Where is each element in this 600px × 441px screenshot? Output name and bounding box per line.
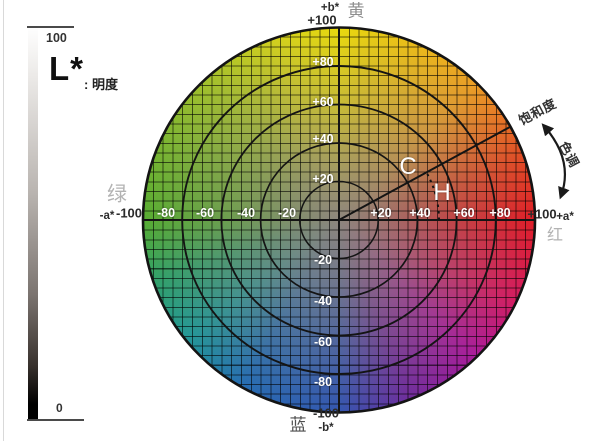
- h-tick-label: -40: [236, 206, 256, 220]
- left-edge-line: [3, 0, 4, 441]
- b-axis-pos-symbol: +b*: [320, 2, 340, 14]
- h-tick-label: +20: [370, 206, 392, 220]
- blue-word: 蓝: [289, 415, 307, 435]
- h-tick-label: +60: [453, 206, 475, 220]
- v-tick-label: -60: [313, 335, 333, 349]
- lightness-min-value: 0: [56, 401, 63, 415]
- hue-rotation-arrow: [541, 123, 570, 200]
- lightness-max-value: 100: [46, 31, 67, 45]
- lightness-scale-top-line: [27, 26, 74, 28]
- lightness-gradient-bar: [28, 28, 38, 420]
- b-axis-neg-symbol: -b*: [318, 422, 334, 434]
- lightness-scale-bottom-line: [27, 419, 84, 421]
- a-axis-neg-symbol: -a*: [99, 210, 115, 222]
- red-word: 红: [546, 227, 564, 244]
- v-tick-label: +20: [312, 172, 334, 186]
- b-axis-pos-value: +100: [307, 12, 337, 28]
- a-axis-pos-symbol: +a*: [556, 211, 574, 223]
- v-tick-label: -80: [313, 375, 333, 389]
- hue-angle-arc: [425, 172, 441, 221]
- lightness-name-label: : 明度: [84, 77, 118, 92]
- h-tick-label: -60: [195, 206, 215, 220]
- h-tick-label: -80: [156, 206, 176, 220]
- chroma-label: C: [399, 153, 417, 180]
- v-tick-label: -20: [313, 253, 333, 267]
- v-tick-label: +60: [312, 95, 334, 109]
- h-tick-label: +80: [489, 206, 511, 220]
- h-tick-label: +40: [409, 206, 431, 220]
- chroma-line: [338, 125, 511, 221]
- v-tick-label: +40: [312, 132, 334, 146]
- v-tick-label: -40: [313, 294, 333, 308]
- hue-label: H: [433, 179, 451, 206]
- a-axis-pos-value: +100: [527, 206, 557, 222]
- lightness-symbol: L*: [49, 50, 84, 87]
- a-axis-neg-value: -100: [115, 205, 143, 221]
- v-tick-label: +80: [312, 55, 334, 69]
- yellow-word: 黄: [347, 1, 365, 21]
- b-axis-neg-value: -100: [312, 405, 340, 421]
- h-tick-label: -20: [277, 206, 297, 220]
- green-word: 绿: [107, 183, 127, 206]
